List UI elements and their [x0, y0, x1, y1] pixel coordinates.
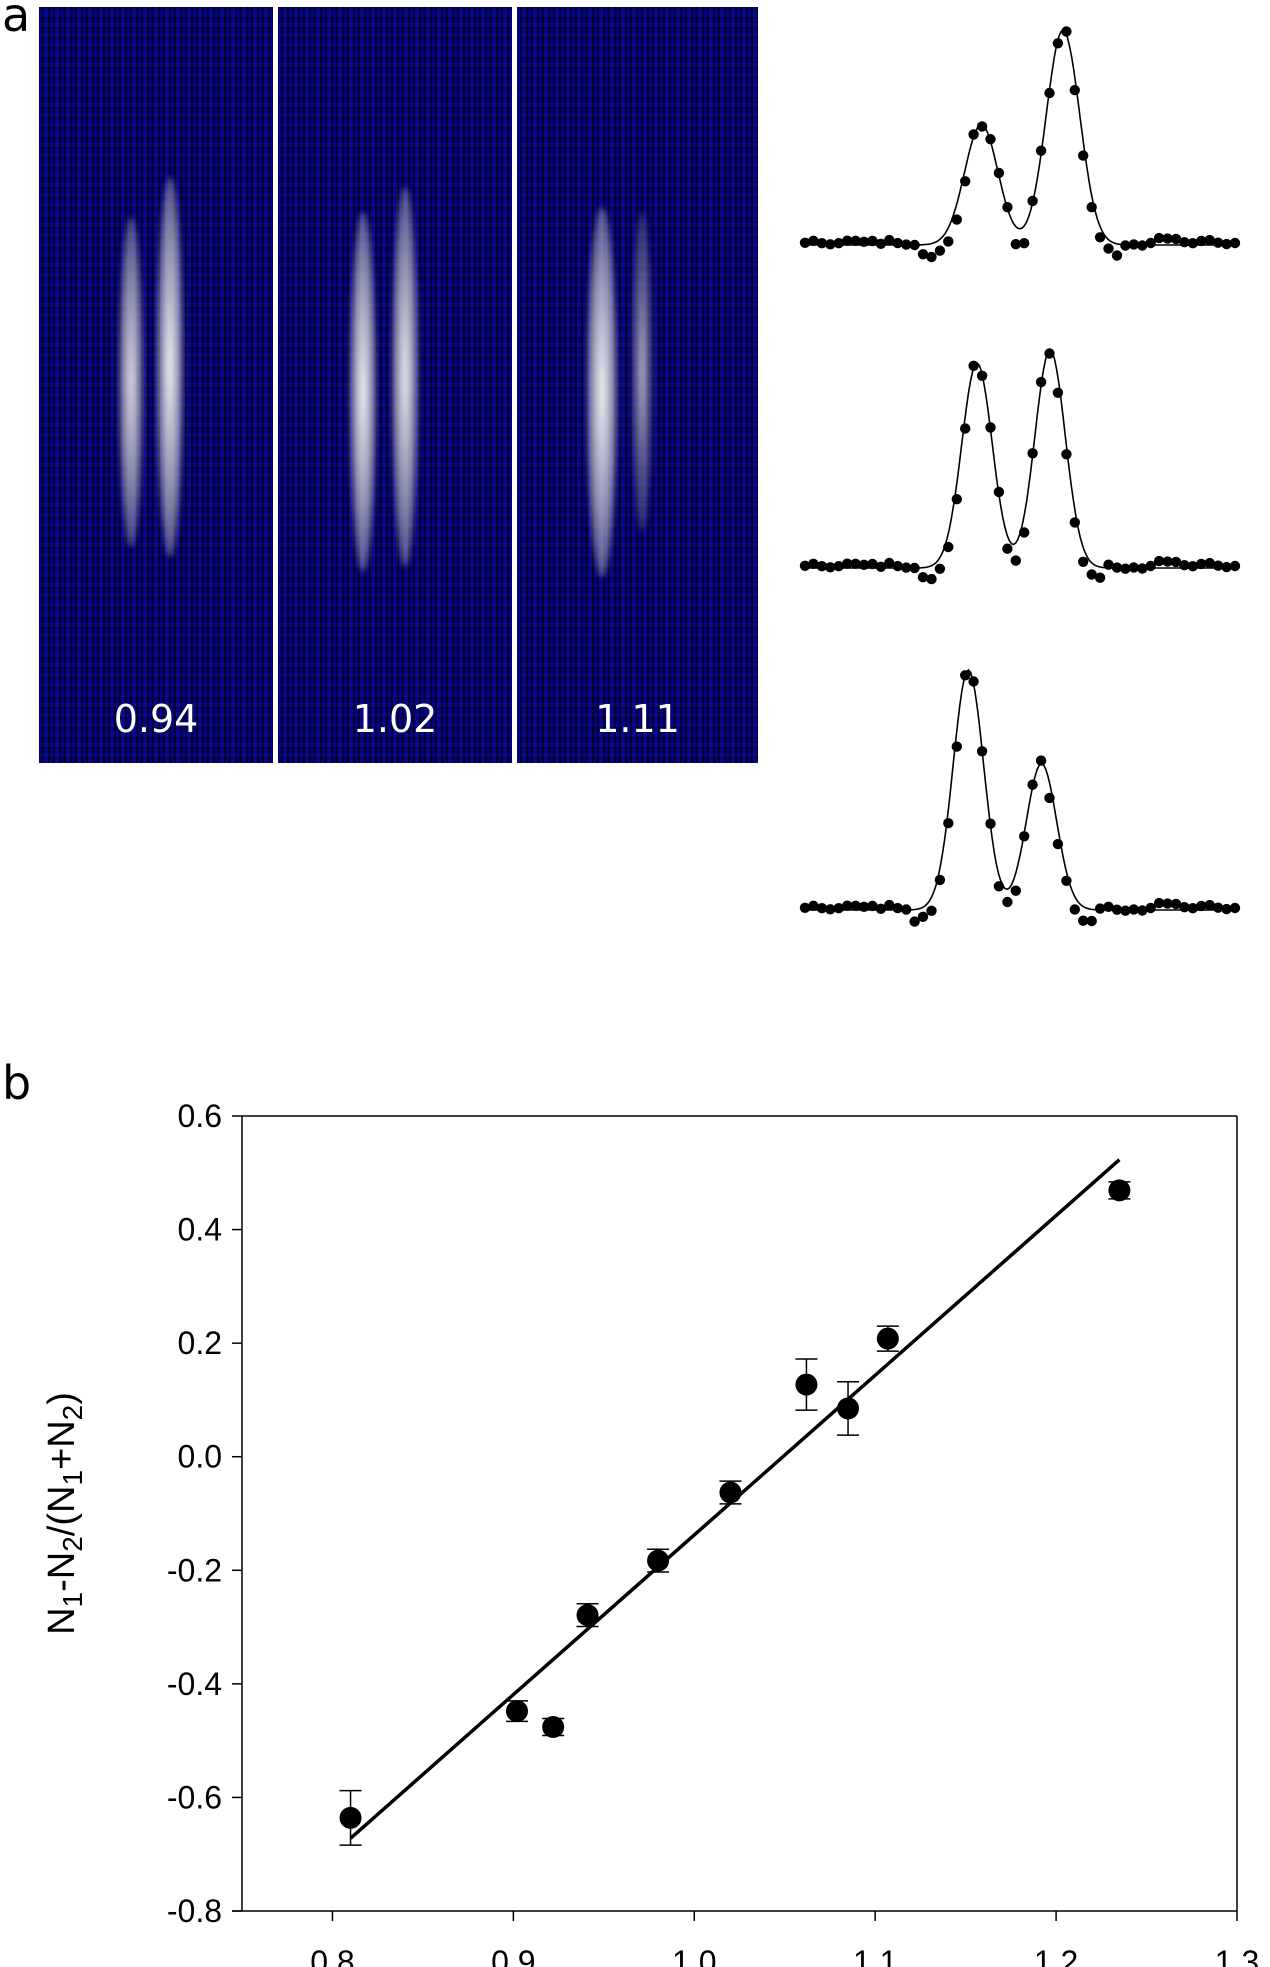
ratio-label: 1.02: [352, 697, 438, 741]
x-tick-label: 0.9: [491, 1944, 535, 1967]
streak-right: [392, 187, 418, 567]
data-point: [719, 1480, 742, 1505]
y-tick-label: -0.8: [167, 1893, 222, 1929]
data-point: [339, 1789, 362, 1846]
scatter-chart: 0.6 0.4 0.2 0.0 -0.2 -0.4 -0.6 -0.8 0.8 0.9 1.0 1.1…: [41, 1098, 1259, 1967]
plot-area: 0.6 0.4 0.2 0.0 -0.2 -0.4 -0.6 -0.8 0.8 0.9 1.0 1.1…: [41, 1098, 1259, 1967]
profile-plot-2: [799, 348, 1241, 585]
x-tick-label: 1.3: [1215, 1944, 1259, 1967]
y-tick-label: 0.6: [178, 1098, 222, 1134]
x-tick-label: 1.1: [853, 1944, 897, 1967]
image-panel-2: 1.02: [278, 7, 512, 763]
x-tick-label: 1.0: [672, 1944, 716, 1967]
y-axis-label: N1-N2/(N1+N2): [41, 1392, 88, 1635]
y-tick-label: 0.0: [178, 1439, 222, 1475]
streak-left: [119, 217, 143, 547]
data-point: [1108, 1179, 1131, 1202]
data-point: [542, 1716, 565, 1739]
streak-right: [632, 212, 652, 532]
streak-left: [350, 212, 376, 572]
y-tick-label: -0.4: [167, 1666, 222, 1702]
data-point: [876, 1325, 899, 1352]
streak-right: [157, 177, 183, 557]
x-tick-label: 1.2: [1034, 1944, 1078, 1967]
y-tick-label: 0.4: [178, 1212, 222, 1248]
data-point: [837, 1381, 860, 1436]
panel-a-label: a: [2, 0, 31, 42]
profile-plot-3: [799, 668, 1241, 927]
data-point: [576, 1603, 599, 1628]
image-panel-1: 0.94: [39, 7, 273, 763]
ratio-label: 1.11: [595, 697, 680, 741]
data-point: [795, 1358, 818, 1411]
panel-b-label: b: [2, 1056, 32, 1110]
y-tick-label: -0.6: [167, 1779, 222, 1815]
data-point: [647, 1548, 670, 1573]
profile-plot-1: [799, 26, 1241, 263]
x-tick-label: 0.8: [310, 1944, 354, 1967]
streak-left: [587, 207, 617, 577]
y-tick-label: -0.2: [167, 1552, 222, 1588]
data-point: [505, 1700, 528, 1723]
y-tick-label: 0.2: [178, 1325, 222, 1361]
ratio-label: 0.94: [113, 697, 199, 741]
image-panel-3: 1.11: [517, 7, 758, 763]
